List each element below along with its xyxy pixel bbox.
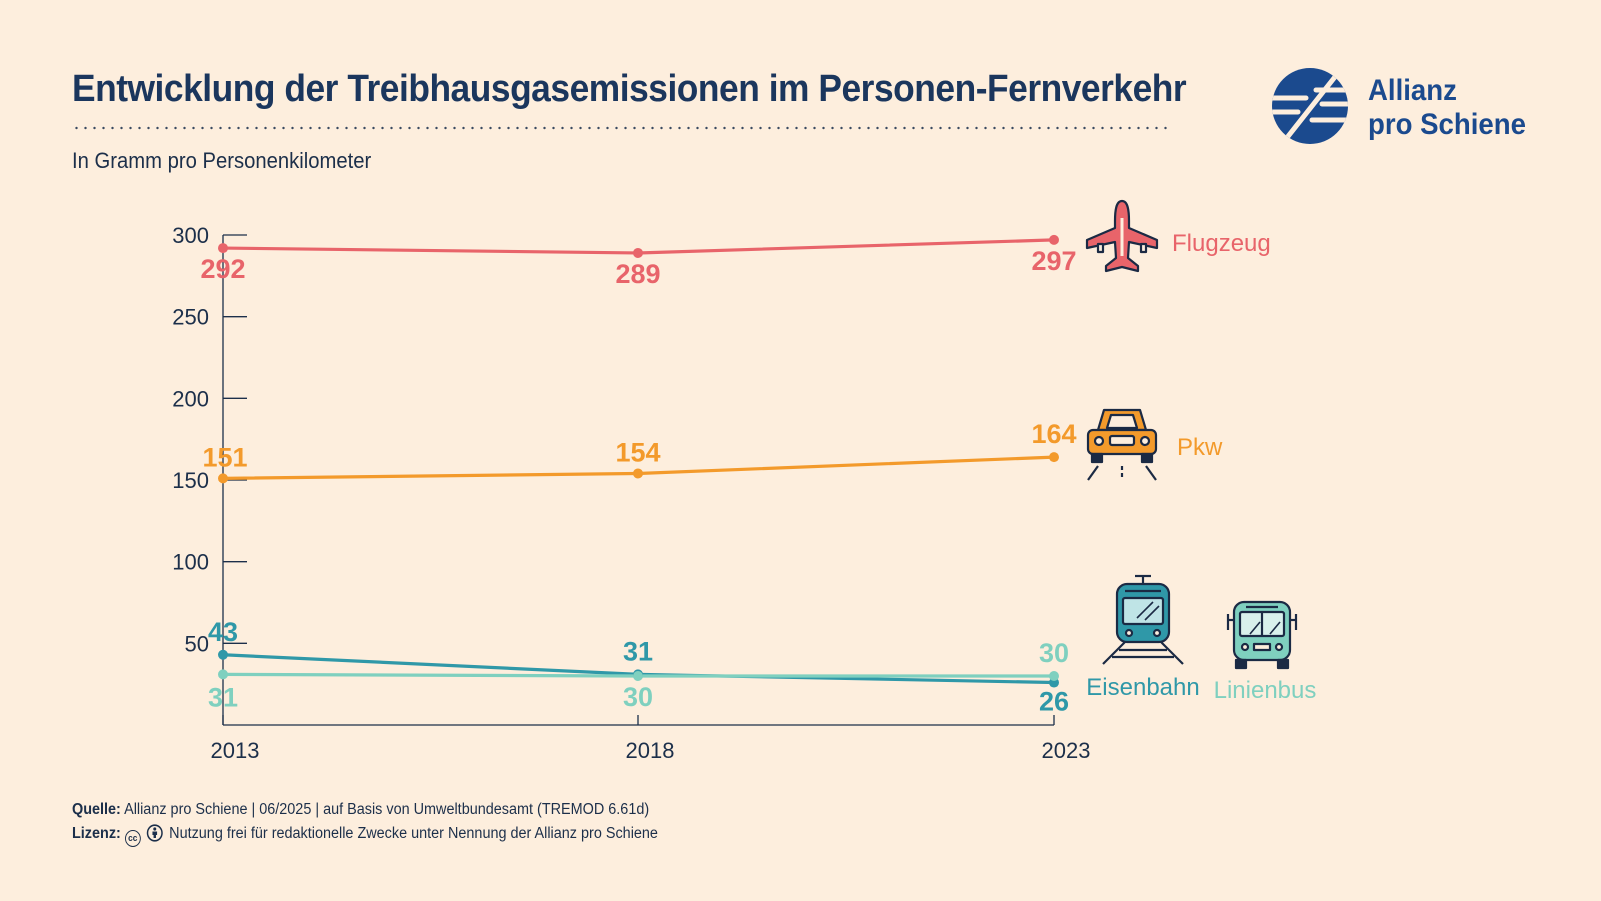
data-point-linienbus — [218, 669, 228, 680]
x-tick-label: 2023 — [1042, 738, 1091, 763]
data-point-pkw — [218, 473, 228, 484]
chart-axes: 50 100 150 200 250 300 2013 2018 2023 — [172, 223, 1090, 763]
chart-subtitle: In Gramm pro Personenkilometer — [72, 148, 372, 173]
data-label-eisenbahn: 31 — [623, 636, 653, 666]
chart-legend: Flugzeug Pkw Eisenbahn Linienbus — [1086, 230, 1316, 704]
legend-label-flugzeug: Flugzeug — [1172, 230, 1271, 257]
logo-text: Allianz pro Schiene — [1368, 74, 1526, 142]
data-label-pkw: 154 — [615, 437, 660, 467]
y-tick-label: 200 — [172, 386, 209, 411]
logo-line-1: Allianz — [1368, 74, 1457, 107]
x-tick-label: 2018 — [626, 738, 675, 763]
legend-label-eisenbahn: Eisenbahn — [1086, 674, 1199, 701]
page-title: Entwicklung der Treibhausgasemissionen i… — [72, 68, 1187, 110]
data-label-linienbus: 30 — [1039, 638, 1069, 668]
bus-icon — [1226, 600, 1298, 670]
by-person-icon — [146, 824, 163, 842]
source-text: Allianz pro Schiene | 06/2025 | auf Basi… — [124, 801, 650, 818]
data-label-eisenbahn: 43 — [208, 617, 238, 647]
license-label: Lizenz: — [72, 825, 121, 842]
y-tick-label: 50 — [185, 631, 209, 656]
data-point-flugzeug — [218, 243, 228, 254]
y-tick-label: 300 — [172, 223, 209, 248]
data-label-eisenbahn: 26 — [1039, 687, 1069, 717]
legend-label-pkw: Pkw — [1177, 434, 1223, 461]
data-point-pkw — [633, 468, 643, 479]
data-point-flugzeug — [633, 247, 643, 258]
source-label: Quelle: — [72, 801, 121, 818]
train-icon — [1102, 574, 1184, 665]
cc-icon: cc — [124, 830, 141, 847]
y-tick-label: 150 — [172, 468, 209, 493]
data-label-linienbus: 31 — [208, 682, 238, 712]
data-label-linienbus: 30 — [623, 682, 653, 712]
data-label-flugzeug: 289 — [615, 259, 660, 289]
data-label-pkw: 151 — [202, 442, 247, 472]
data-point-linienbus — [1049, 671, 1059, 681]
license-note: Lizenz: cc Nutzung frei für redaktionell… — [72, 824, 658, 847]
chart-data-labels: 292 289 297 151 154 164 43 31 26 31 30 30 — [200, 246, 1076, 717]
data-point-linienbus — [633, 671, 643, 681]
logo-line-2: pro Schiene — [1368, 108, 1526, 141]
data-point-pkw — [1049, 452, 1059, 463]
data-label-flugzeug: 297 — [1031, 246, 1076, 276]
data-label-flugzeug: 292 — [200, 254, 245, 284]
data-label-pkw: 164 — [1031, 419, 1076, 449]
airplane-icon — [1085, 199, 1159, 273]
car-icon — [1086, 408, 1158, 481]
source-note: Quelle: Allianz pro Schiene | 06/2025 | … — [72, 801, 649, 819]
y-tick-label: 100 — [172, 550, 209, 575]
allianz-pro-schiene-logo-icon — [1272, 68, 1348, 144]
legend-label-linienbus: Linienbus — [1214, 677, 1317, 704]
license-text: Nutzung frei für redaktionelle Zwecke un… — [169, 825, 658, 842]
y-tick-label: 250 — [172, 305, 209, 330]
chart-points — [218, 234, 1059, 688]
data-point-eisenbahn — [218, 649, 228, 660]
x-tick-label: 2013 — [211, 738, 260, 763]
data-point-flugzeug — [1049, 234, 1059, 245]
title-divider — [72, 126, 1170, 130]
